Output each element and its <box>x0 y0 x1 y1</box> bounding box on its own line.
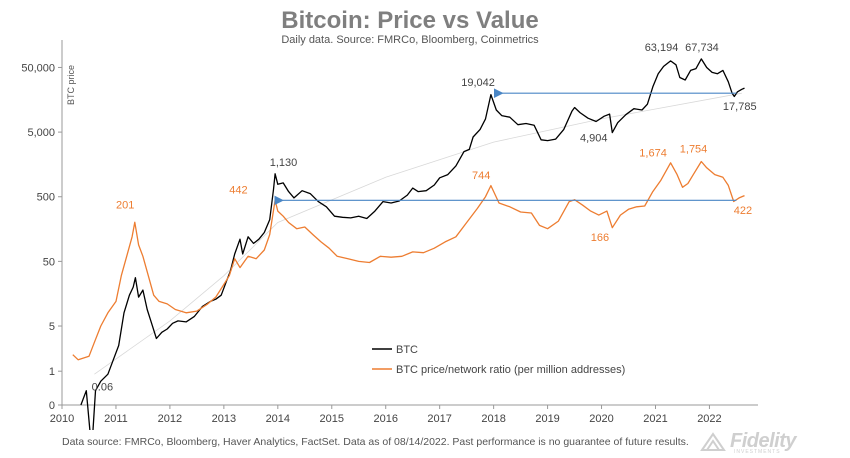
trend-line <box>94 92 742 375</box>
y-tick-label: 5,000 <box>27 127 55 139</box>
chart-title: Bitcoin: Price vs Value <box>281 7 539 34</box>
data-annotation: 422 <box>734 205 752 217</box>
logo-text: Fidelity <box>730 430 797 452</box>
x-tick-label: 2019 <box>535 413 559 425</box>
data-annotation: 63,194 <box>645 42 679 54</box>
data-annotation: 17,785 <box>723 101 757 113</box>
fidelity-logo: Fidelity INVESTMENTS <box>700 430 820 455</box>
y-tick-label: 50,000 <box>21 62 55 74</box>
logo-sub: INVESTMENTS <box>734 449 781 455</box>
data-annotation: 201 <box>116 199 134 211</box>
x-tick-label: 2011 <box>104 413 128 425</box>
x-tick-label: 2018 <box>481 413 505 425</box>
data-annotation: 166 <box>591 232 609 244</box>
y-tick-label: 1 <box>49 366 55 378</box>
x-tick-label: 2017 <box>427 413 451 425</box>
data-annotation: 0.06 <box>92 382 113 394</box>
data-annotation: 19,042 <box>461 77 495 89</box>
data-annotation: 1,130 <box>270 157 298 169</box>
y-tick-label: 500 <box>37 192 55 204</box>
y-axis-label: BTC price <box>66 65 76 105</box>
x-tick-label: 2014 <box>266 413 290 425</box>
data-annotation: 1,754 <box>680 144 708 156</box>
data-annotation: 744 <box>472 170 490 182</box>
legend-label: BTC <box>396 344 418 356</box>
x-tick-label: 2010 <box>50 413 74 425</box>
y-tick-label: 0 <box>49 400 55 412</box>
data-annotation: 4,904 <box>580 132 608 144</box>
x-tick-label: 2020 <box>589 413 613 425</box>
data-annotation: 1,674 <box>639 147 667 159</box>
series-line-ratio <box>72 160 745 361</box>
fidelity-pyramid-icon <box>700 432 726 451</box>
x-tick-label: 2015 <box>320 413 344 425</box>
y-tick-label: 50 <box>43 256 55 268</box>
x-tick-label: 2013 <box>212 413 236 425</box>
y-tick-label: 5 <box>49 321 55 333</box>
x-tick-label: 2022 <box>697 413 721 425</box>
chart-subtitle: Daily data. Source: FMRCo, Bloomberg, Co… <box>281 34 539 46</box>
data-annotation: 67,734 <box>685 42 719 54</box>
footer-source: Data source: FMRCo, Bloomberg, Haver Ana… <box>62 436 689 448</box>
x-tick-label: 2016 <box>373 413 397 425</box>
x-tick-label: 2021 <box>643 413 667 425</box>
x-tick-label: 2012 <box>158 413 182 425</box>
legend-label: BTC price/network ratio (per million add… <box>396 364 625 376</box>
series-line-btc <box>80 58 745 430</box>
data-annotation: 442 <box>229 185 247 197</box>
